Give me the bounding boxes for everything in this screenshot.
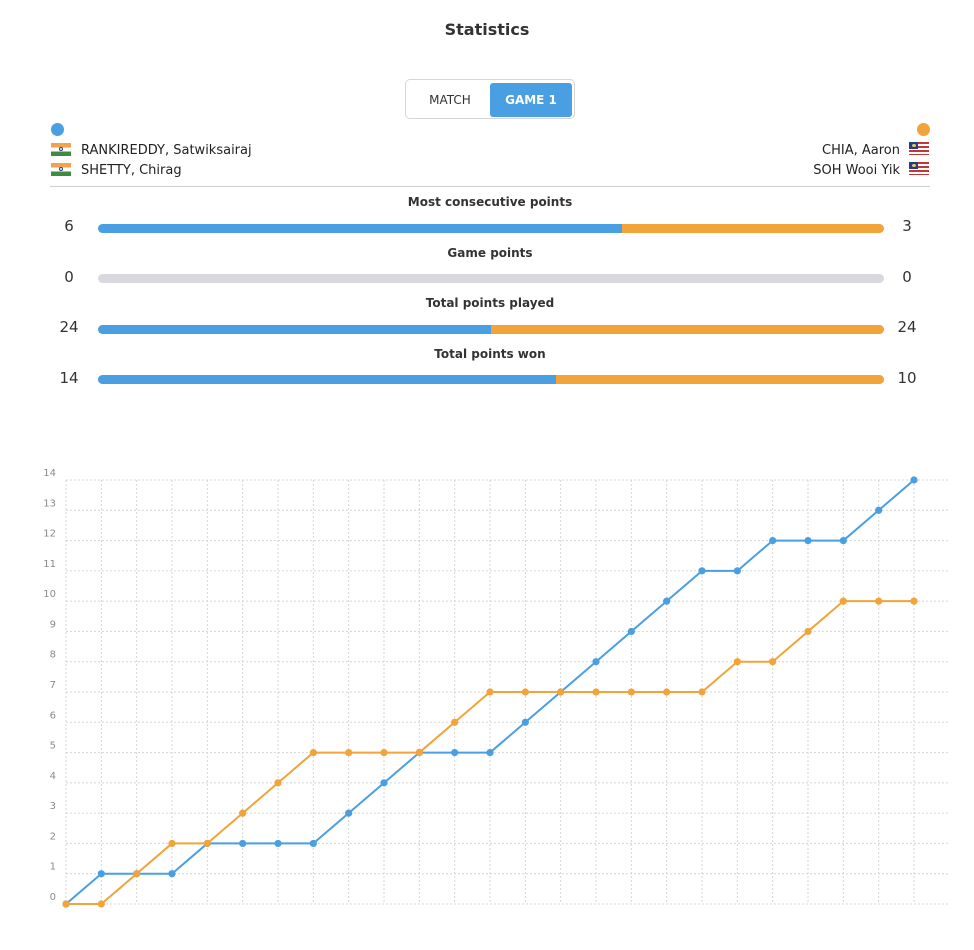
stat-bar-points-played (98, 325, 884, 334)
series-2-point (521, 688, 529, 696)
y-tick-label: 6 (50, 710, 56, 721)
series-2-point (698, 688, 706, 696)
team-left-color-dot (51, 123, 64, 136)
series-2-point (415, 748, 423, 757)
stat-right-consecutive: 3 (902, 217, 912, 235)
stat-bar-points-won (98, 375, 884, 384)
tab-match[interactable]: MATCH (429, 93, 471, 107)
series-2-point (910, 597, 918, 605)
tab-game-1[interactable]: GAME 1 (490, 83, 572, 117)
stat-left-game-points: 0 (64, 268, 74, 286)
stat-right-points-played: 24 (897, 318, 917, 336)
series-2-point (274, 779, 282, 787)
page-title: Statistics (444, 20, 530, 39)
y-tick-label: 8 (50, 650, 56, 661)
series-1-point (875, 506, 883, 514)
y-tick-label: 12 (43, 529, 56, 540)
y-tick-label: 10 (43, 589, 56, 600)
stat-bar-right-fill (622, 224, 884, 233)
series-1-point (380, 779, 388, 787)
player-right-1: CHIA, Aaron (822, 143, 900, 158)
malaysia-flag-icon (909, 162, 929, 175)
divider (50, 186, 930, 187)
y-tick-label: 11 (43, 559, 56, 570)
stat-left-consecutive: 6 (64, 217, 74, 235)
series-2-point (133, 870, 141, 878)
y-tick-label: 4 (50, 771, 56, 782)
player-left-1: RANKIREDDY, Satwiksairaj (81, 143, 252, 158)
series-1-point (168, 870, 176, 878)
malaysia-flag-icon (909, 142, 929, 155)
series-2-point (345, 748, 353, 757)
stat-label-points-played: Total points played (425, 296, 555, 310)
y-tick-label: 1 (50, 862, 56, 873)
y-tick-label: 2 (50, 831, 56, 842)
series-2-point (769, 658, 777, 666)
y-tick-label: 0 (50, 892, 56, 903)
team-right-color-dot (917, 123, 930, 136)
stat-left-points-won: 14 (59, 369, 79, 387)
series-1-point (804, 536, 812, 545)
y-tick-label: 7 (50, 680, 56, 691)
series-2-point (663, 688, 671, 696)
series-1-point (592, 658, 600, 666)
series-2-point (168, 839, 176, 848)
stat-right-points-won: 10 (897, 369, 917, 387)
series-1-point (627, 627, 635, 636)
y-tick-label: 3 (50, 801, 56, 812)
series-1-point (274, 839, 282, 848)
series-2-point (839, 597, 847, 605)
y-tick-label: 14 (43, 468, 56, 479)
india-flag-icon (51, 143, 71, 156)
series-2-point (486, 688, 494, 696)
series-1-point (345, 809, 353, 817)
series-2-point (627, 688, 635, 696)
india-flag-icon (51, 163, 71, 176)
stat-left-points-played: 24 (59, 318, 79, 336)
series-2-point (592, 688, 600, 696)
tab-group: MATCH GAME 1 (405, 79, 575, 119)
series-1-point (663, 597, 671, 605)
stat-bar-game-points (98, 274, 884, 283)
y-tick-label: 5 (50, 741, 56, 752)
series-2-point (203, 839, 211, 848)
series-1-point (451, 748, 459, 757)
stat-bar-left-fill (98, 375, 557, 384)
series-1-point (521, 718, 529, 726)
series-2-point (62, 900, 70, 908)
y-tick-label: 9 (50, 619, 56, 630)
stat-right-game-points: 0 (902, 268, 912, 286)
series-2-point (733, 658, 741, 666)
series-2-point (875, 597, 883, 605)
stat-bar-right-fill (556, 375, 884, 384)
series-2-point (804, 627, 812, 636)
series-1-point (97, 870, 105, 878)
stat-bar-left-fill (98, 325, 491, 334)
stat-label-points-won: Total points won (434, 347, 546, 361)
stat-label-game-points: Game points (447, 246, 533, 260)
player-left-2: SHETTY, Chirag (81, 163, 182, 178)
series-2-point (239, 809, 247, 817)
y-tick-label: 13 (43, 498, 56, 509)
series-2-point (380, 748, 388, 757)
series-1-point (486, 748, 494, 757)
series-1-point (910, 476, 918, 484)
series-2-point (451, 718, 459, 726)
series-1-point (309, 839, 317, 848)
player-right-2: SOH Wooi Yik (813, 163, 900, 178)
stat-bar-left-fill (98, 224, 623, 233)
stat-bar-consecutive (98, 224, 884, 233)
series-1-point (769, 536, 777, 545)
series-1-point (239, 839, 247, 848)
series-1-point (733, 567, 741, 575)
series-2-point (309, 748, 317, 757)
series-1-point (839, 536, 847, 545)
series-1-point (698, 567, 706, 575)
stat-bar-right-fill (491, 325, 884, 334)
series-2-point (97, 900, 105, 908)
stat-label-consecutive: Most consecutive points (407, 195, 573, 209)
series-2-point (557, 688, 565, 696)
